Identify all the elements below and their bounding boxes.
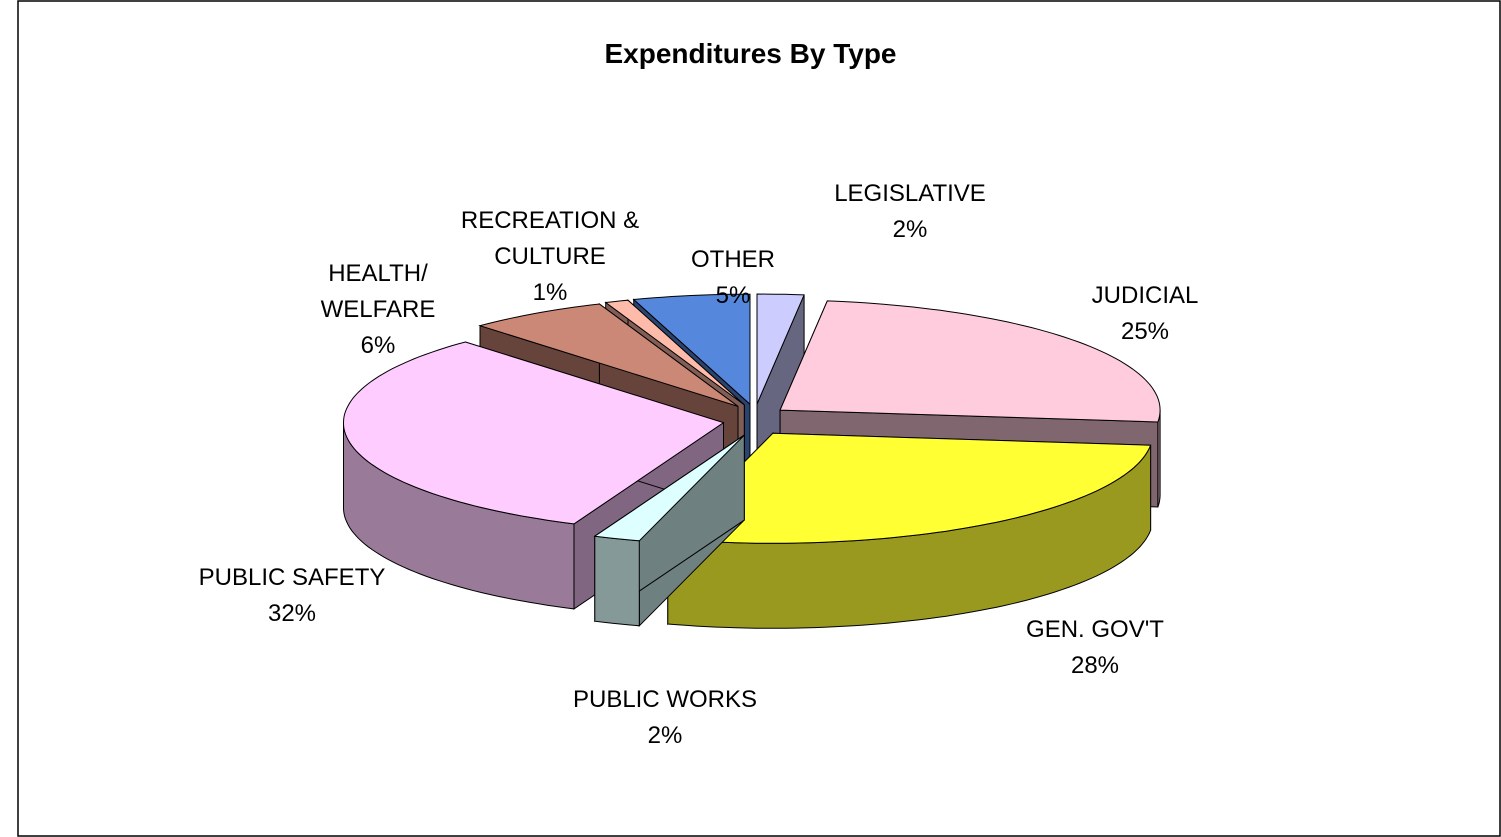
category-label: HEALTH/ WELFARE: [320, 260, 436, 323]
slice-label: GEN. GOV'T 28%: [985, 612, 1205, 684]
slice: [632, 293, 751, 406]
slice-label: OTHER 5%: [673, 242, 793, 314]
value-label: 2%: [892, 216, 928, 243]
category-label: RECREATION & CULTURE: [460, 207, 640, 270]
slice-label: HEALTH/ WELFARE 6%: [318, 256, 438, 364]
category-label: LEGISLATIVE: [834, 180, 986, 207]
slice-label: PUBLIC SAFETY 32%: [152, 560, 432, 632]
frame: [17, 0, 1501, 837]
value-label: 32%: [267, 600, 317, 627]
slice: [779, 300, 1161, 423]
slice-label: RECREATION & CULTURE 1%: [425, 203, 675, 311]
category-label: PUBLIC SAFETY: [198, 564, 386, 591]
slice-label: LEGISLATIVE 2%: [810, 176, 1010, 248]
slice-label: JUDICIAL 25%: [1045, 278, 1245, 350]
value-label: 25%: [1120, 318, 1170, 345]
value-label: 2%: [647, 722, 683, 749]
category-label: PUBLIC WORKS: [572, 686, 758, 713]
slice-side: [1157, 410, 1161, 508]
category-label: GEN. GOV'T: [1026, 616, 1164, 643]
value-label: 5%: [715, 282, 751, 309]
slice: [478, 303, 739, 407]
slice: [593, 434, 745, 542]
slice: [604, 299, 745, 406]
value-label: 1%: [532, 279, 568, 306]
value-label: 6%: [360, 332, 396, 359]
slice: [756, 293, 805, 405]
slice-label: PUBLIC WORKS 2%: [515, 682, 815, 754]
value-label: 28%: [1070, 652, 1120, 679]
category-label: OTHER: [691, 246, 775, 273]
category-label: JUDICIAL: [1091, 282, 1199, 309]
slice-side: [594, 535, 640, 627]
slice: [666, 432, 1152, 544]
chart-title: Expenditures By Type: [604, 38, 897, 69]
slice: [342, 341, 725, 525]
